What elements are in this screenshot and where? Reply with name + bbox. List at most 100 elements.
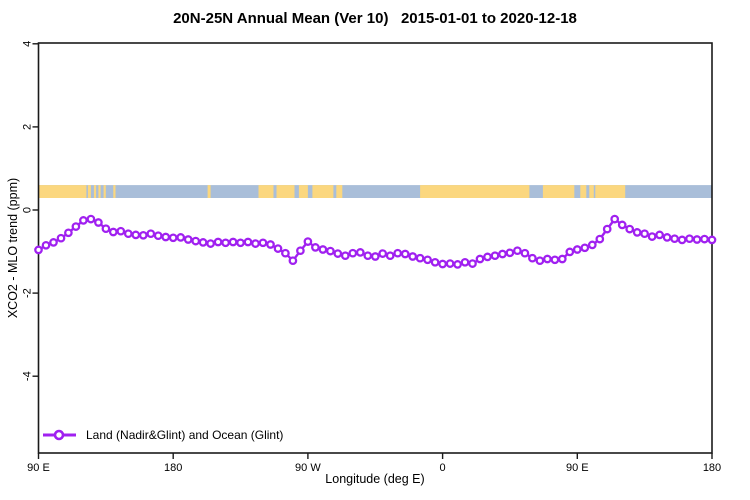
map-band-land-patch: [542, 185, 575, 198]
data-point: [243, 237, 253, 247]
data-point: [281, 248, 290, 258]
data-point: [423, 255, 432, 265]
y-axis-label: XCO2 - MLO trend (ppm): [6, 177, 20, 319]
data-point: [348, 248, 358, 258]
data-point: [580, 243, 590, 253]
data-point: [198, 238, 208, 247]
data-point: [161, 232, 171, 242]
data-point: [400, 249, 410, 259]
data-point: [273, 244, 283, 253]
data-point: [86, 214, 96, 224]
data-point: [445, 259, 455, 268]
data-point: [595, 234, 605, 244]
data-point: [131, 230, 141, 240]
data-point: [655, 230, 664, 240]
data-point: [535, 256, 545, 266]
x-tick-label: 90 W: [295, 462, 321, 474]
data-point: [475, 254, 485, 264]
data-point: [565, 247, 575, 257]
data-point: [251, 239, 260, 248]
data-point: [632, 228, 642, 237]
data-point: [692, 235, 702, 244]
data-point: [700, 234, 709, 244]
map-band-land-patch: [298, 185, 308, 198]
data-point: [123, 229, 133, 239]
data-point: [670, 234, 679, 244]
data-point: [355, 248, 365, 257]
map-band-land-patch: [87, 185, 91, 198]
data-point: [79, 216, 88, 225]
data-point: [647, 232, 657, 241]
map-band-land-patch: [595, 185, 626, 198]
data-point: [56, 233, 66, 243]
data-point: [498, 249, 507, 259]
data-point: [64, 228, 73, 238]
data-point: [34, 245, 43, 255]
data-point: [311, 243, 320, 252]
data-point: [543, 254, 552, 264]
map-band-land-patch: [103, 185, 106, 198]
x-tick-label: 0: [440, 462, 446, 474]
x-tick-label: 180: [703, 462, 721, 474]
data-point: [228, 237, 238, 247]
y-tick-label: 0: [21, 207, 33, 213]
data-point: [326, 246, 335, 256]
data-point: [438, 259, 447, 269]
y-tick-label: -4: [21, 371, 33, 381]
legend-marker-icon: [43, 429, 76, 441]
data-point: [490, 251, 500, 261]
map-band-land-patch: [38, 185, 87, 198]
data-point: [146, 229, 156, 239]
y-tick-label: 4: [21, 41, 33, 47]
x-tick-label: 90 E: [566, 462, 589, 474]
data-point: [513, 246, 522, 256]
map-band-land-patch: [589, 185, 594, 198]
data-point: [430, 257, 440, 267]
data-point: [296, 246, 305, 256]
data-point: [453, 260, 462, 269]
map-band-land-patch: [312, 185, 334, 198]
data-point: [640, 229, 649, 239]
data-point: [378, 249, 388, 258]
data-point: [41, 240, 51, 250]
map-band-land-patch: [113, 185, 116, 198]
data-point: [550, 255, 560, 265]
data-point: [333, 249, 343, 258]
map-band-land-patch: [276, 185, 295, 198]
data-point: [288, 256, 298, 266]
data-point: [385, 251, 395, 261]
data-point: [408, 252, 418, 261]
data-point: [415, 253, 425, 263]
data-point: [168, 233, 178, 243]
data-point: [49, 238, 58, 247]
data-point: [707, 235, 717, 245]
data-point: [625, 224, 635, 234]
x-tick-label: 180: [164, 462, 182, 474]
data-point: [191, 236, 201, 246]
map-band-land-patch: [207, 185, 211, 198]
data-point: [183, 235, 193, 244]
map-band-land-patch: [336, 185, 343, 198]
x-axis-label: Longitude (deg E): [325, 472, 425, 486]
chart-title: 20N-25N Annual Mean (Ver 10) 2015-01-01 …: [173, 10, 577, 27]
data-point: [602, 224, 612, 234]
data-point: [587, 240, 597, 250]
data-point: [520, 248, 530, 258]
data-point: [557, 254, 567, 264]
data-point: [116, 226, 126, 236]
data-point: [266, 240, 275, 249]
data-point: [101, 224, 111, 234]
data-point: [138, 230, 148, 240]
data-point: [685, 234, 694, 244]
data-point: [176, 233, 186, 242]
legend-label: Land (Nadir&Glint) and Ocean (Glint): [86, 428, 284, 442]
map-band-land-patch: [258, 185, 274, 198]
data-point: [94, 218, 103, 227]
y-tick-label: 2: [21, 124, 33, 130]
data-point: [662, 233, 672, 242]
data-point: [617, 220, 627, 230]
data-point: [468, 259, 477, 268]
data-point: [221, 238, 230, 248]
